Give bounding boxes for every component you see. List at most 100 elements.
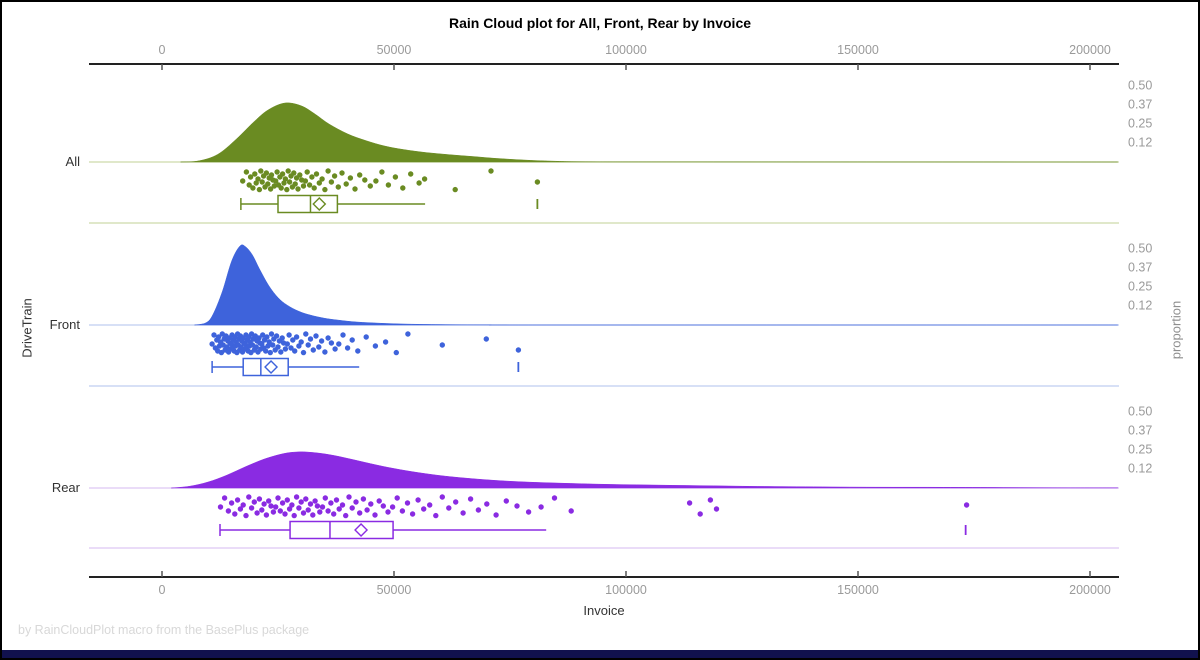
data-point-rear [279,500,286,506]
data-point-rear [372,512,378,518]
data-point-all [385,182,392,188]
mean-diamond-front [264,360,279,374]
data-point-front [332,346,338,352]
data-point-rear [286,506,293,512]
data-point-front [264,334,270,340]
data-point-rear [475,507,482,513]
data-point-rear [266,498,272,504]
data-point-rear [433,512,439,519]
data-point-rear [421,506,427,512]
data-point-all [250,185,256,191]
data-point-all [408,171,414,177]
data-point-all [300,183,307,189]
data-point-rear [291,512,297,519]
data-point-rear [305,507,311,513]
data-point-rear [963,502,970,508]
data-point-front [405,331,411,337]
proportion-tick-label-rear: 0.50 [1128,404,1152,418]
data-point-rear [353,499,359,505]
data-point-all [247,174,254,180]
data-point-all [304,169,310,175]
data-point-all [534,179,541,185]
data-point-front [328,340,335,346]
data-point-all [325,168,331,174]
data-point-all [322,186,328,193]
data-point-rear [551,495,558,501]
data-point-front [318,338,325,344]
data-point-all [357,172,363,178]
category-label-front: Front [50,317,81,332]
data-point-front [310,347,316,353]
data-point-rear [446,505,452,511]
data-point-all [339,170,345,176]
data-point-rear [568,508,574,514]
data-point-all [284,186,290,193]
data-point-rear [328,500,334,506]
data-point-all [362,177,368,183]
data-point-rear [333,497,340,503]
box-all [277,194,339,214]
data-point-all [295,186,301,192]
top-axis-tick-label: 100000 [605,43,647,57]
data-point-front [372,343,379,349]
data-point-rear [467,496,474,502]
data-point-rear [385,509,391,515]
data-point-all [256,186,263,193]
data-point-front [292,348,298,354]
data-point-rear [415,497,421,503]
data-point-all [367,183,373,189]
data-point-front [293,334,300,340]
data-point-all [316,180,322,186]
bottom-axis-tick-label: 50000 [377,583,412,597]
data-point-rear [493,512,499,518]
data-point-rear [248,505,255,511]
bottom-axis-tick-label: 200000 [1069,583,1111,597]
data-point-front [300,349,307,356]
data-point-rear [240,502,246,508]
data-point-front [298,339,304,345]
data-point-rear [514,503,520,509]
data-point-all [273,178,279,184]
data-point-rear [234,497,241,503]
data-point-all [313,171,320,177]
density-cloud-rear [171,451,1119,489]
data-point-front [515,347,522,353]
data-point-rear [251,499,257,505]
data-point-front [260,332,266,338]
data-point-rear [319,504,326,510]
data-point-rear [427,502,433,508]
data-point-rear [525,509,532,515]
data-point-rear [246,494,252,500]
data-point-all [292,181,298,187]
data-point-rear [399,508,406,514]
data-point-all [379,169,385,175]
data-point-rear [380,503,386,509]
data-point-front [270,342,276,348]
proportion-tick-label-front: 0.25 [1128,279,1152,293]
data-point-front [483,336,489,342]
data-point-all [258,168,264,174]
data-point-rear [349,505,355,511]
proportion-tick-label-all: 0.12 [1128,135,1152,149]
data-point-all [373,178,379,184]
data-point-rear [293,494,300,500]
data-point-all [302,178,309,184]
data-point-rear [339,502,346,508]
data-point-front [307,336,314,342]
data-point-front [267,349,273,356]
data-point-front [275,344,281,350]
data-point-all [392,174,399,180]
data-point-front [322,349,328,355]
data-point-rear [484,501,490,507]
data-point-front [284,341,290,347]
data-point-front [256,335,262,341]
footnote-text: by RainCloudPlot macro from the BasePlus… [18,623,310,637]
data-point-all [285,168,291,174]
x-axis-title: Invoice [583,603,625,618]
data-point-all [271,183,277,189]
data-point-rear [389,504,396,510]
data-point-all [400,185,406,191]
data-point-all [259,179,265,185]
data-point-rear [275,495,281,501]
